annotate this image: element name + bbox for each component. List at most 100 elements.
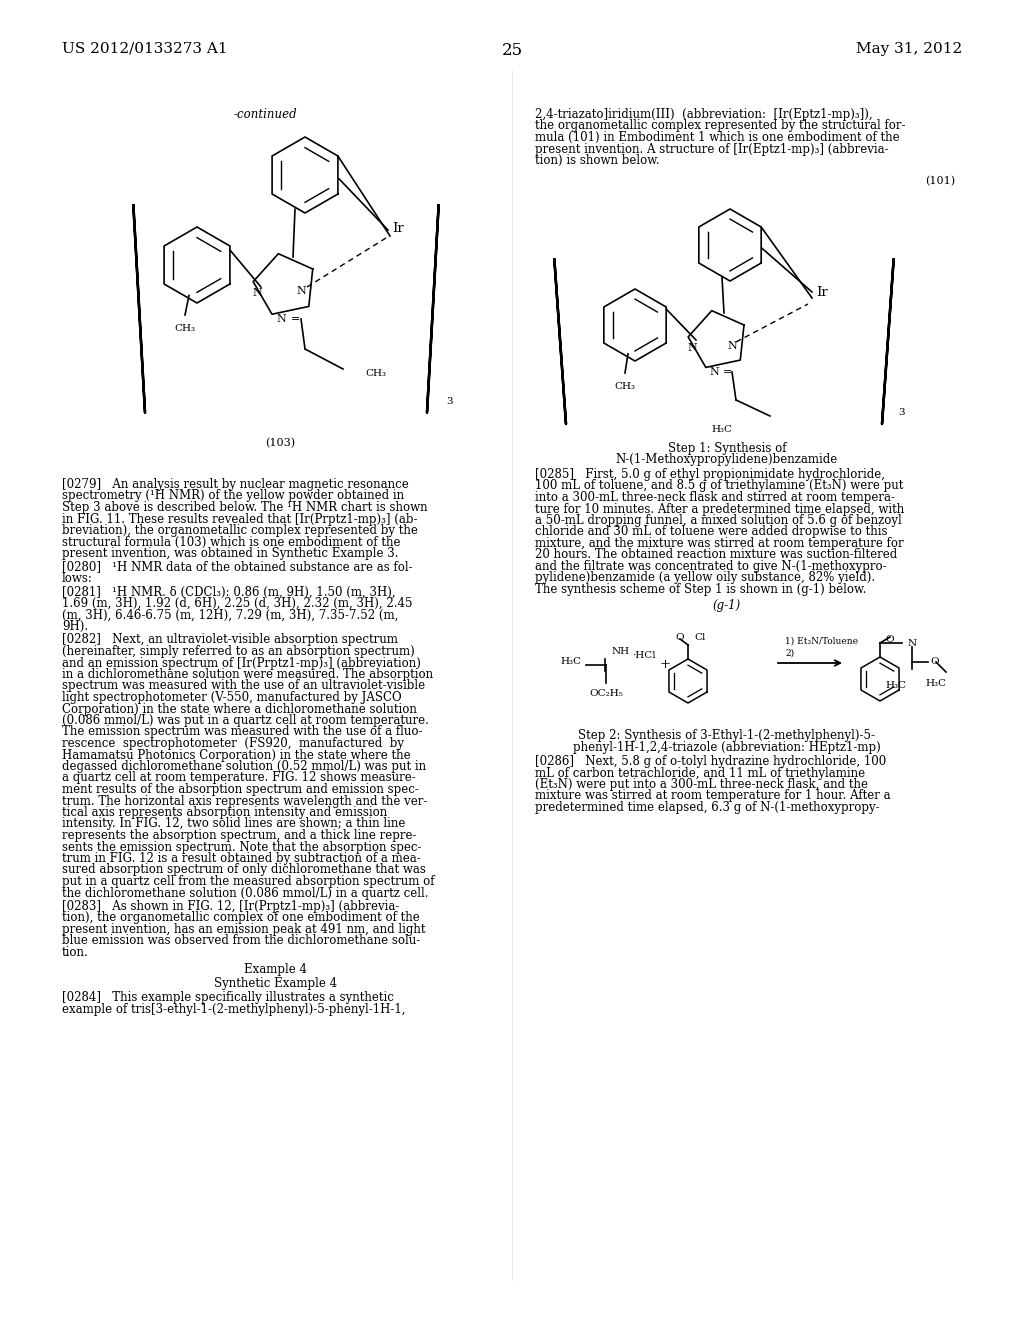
Text: in a dichloromethane solution were measured. The absorption: in a dichloromethane solution were measu… [62,668,433,681]
Text: a quartz cell at room temperature. FIG. 12 shows measure-: a quartz cell at room temperature. FIG. … [62,771,416,784]
Text: [0280]   ¹H NMR data of the obtained substance are as fol-: [0280] ¹H NMR data of the obtained subst… [62,561,413,573]
Text: US 2012/0133273 A1: US 2012/0133273 A1 [62,42,227,55]
Text: Corporation) in the state where a dichloromethane solution: Corporation) in the state where a dichlo… [62,702,417,715]
Text: 9H).: 9H). [62,620,88,634]
Text: in FIG. 11. These results revealed that [Ir(Prptz1-mp)₃] (ab-: in FIG. 11. These results revealed that … [62,512,418,525]
Text: 20 hours. The obtained reaction mixture was suction-filtered: 20 hours. The obtained reaction mixture … [535,549,897,561]
Text: NH: NH [612,647,630,656]
Text: represents the absorption spectrum, and a thick line repre-: represents the absorption spectrum, and … [62,829,417,842]
Text: present invention, has an emission peak at 491 nm, and light: present invention, has an emission peak … [62,923,426,936]
Text: O: O [930,657,939,667]
Text: phenyl-1H-1,2,4-triazole (abbreviation: HEptz1-mp): phenyl-1H-1,2,4-triazole (abbreviation: … [573,741,881,754]
Text: CH₃: CH₃ [614,381,636,391]
Text: -continued: -continued [233,108,297,121]
Text: CH₃: CH₃ [174,323,196,333]
Text: 1.69 (m, 3H), 1.92 (d, 6H), 2.25 (d, 3H), 2.32 (m, 3H), 2.45: 1.69 (m, 3H), 1.92 (d, 6H), 2.25 (d, 3H)… [62,597,413,610]
Text: and the filtrate was concentrated to give N-(1-methoxypro-: and the filtrate was concentrated to giv… [535,560,887,573]
Text: mL of carbon tetrachloride, and 11 mL of triethylamine: mL of carbon tetrachloride, and 11 mL of… [535,767,865,780]
Text: N: N [727,341,737,351]
Text: example of tris[3-ethyl-1-(2-methylphenyl)-5-phenyl-1H-1,: example of tris[3-ethyl-1-(2-methylpheny… [62,1003,406,1016]
Text: the organometallic complex represented by the structural for-: the organometallic complex represented b… [535,120,905,132]
Text: The synthesis scheme of Step 1 is shown in (g-1) below.: The synthesis scheme of Step 1 is shown … [535,583,866,597]
Text: [0281]   ¹H NMR. δ (CDCl₃): 0.86 (m, 9H), 1.50 (m, 3H),: [0281] ¹H NMR. δ (CDCl₃): 0.86 (m, 9H), … [62,586,395,598]
Text: chloride and 30 mL of toluene were added dropwise to this: chloride and 30 mL of toluene were added… [535,525,888,539]
Text: O: O [886,635,894,644]
Text: the dichloromethane solution (0.086 mmol/L) in a quartz cell.: the dichloromethane solution (0.086 mmol… [62,887,428,899]
Text: H₃C: H₃C [885,681,906,690]
Text: blue emission was observed from the dichloromethane solu-: blue emission was observed from the dich… [62,935,420,948]
Text: into a 300-mL three-neck flask and stirred at room tempera-: into a 300-mL three-neck flask and stirr… [535,491,895,504]
Text: (0.086 mmol/L) was put in a quartz cell at room temperature.: (0.086 mmol/L) was put in a quartz cell … [62,714,429,727]
Text: and an emission spectrum of [Ir(Prptz1-mp)₃] (abbreviation): and an emission spectrum of [Ir(Prptz1-m… [62,656,421,669]
Text: ture for 10 minutes. After a predetermined time elapsed, with: ture for 10 minutes. After a predetermin… [535,503,904,516]
Text: [0283]   As shown in FIG. 12, [Ir(Prptz1-mp)₃] (abbrevia-: [0283] As shown in FIG. 12, [Ir(Prptz1-m… [62,900,399,913]
Text: a 50-mL dropping funnel, a mixed solution of 5.6 g of benzoyl: a 50-mL dropping funnel, a mixed solutio… [535,513,902,527]
Text: 1) Et₃N/Toluene: 1) Et₃N/Toluene [785,638,858,645]
Text: Hamamatsu Photonics Corporation) in the state where the: Hamamatsu Photonics Corporation) in the … [62,748,411,762]
Text: structural formula (103) which is one embodiment of the: structural formula (103) which is one em… [62,536,400,549]
Text: breviation), the organometallic complex represented by the: breviation), the organometallic complex … [62,524,418,537]
Text: intensity. In FIG. 12, two solid lines are shown; a thin line: intensity. In FIG. 12, two solid lines a… [62,817,406,830]
Text: (hereinafter, simply referred to as an absorption spectrum): (hereinafter, simply referred to as an a… [62,645,415,657]
Text: +: + [659,659,671,672]
Text: predetermined time elapsed, 6.3 g of N-(1-methoxypropy-: predetermined time elapsed, 6.3 g of N-(… [535,801,880,814]
Text: O: O [676,632,684,642]
Text: 25: 25 [502,42,522,59]
Text: 3: 3 [446,397,453,407]
Text: [0282]   Next, an ultraviolet-visible absorption spectrum: [0282] Next, an ultraviolet-visible abso… [62,634,398,647]
Text: H₃C: H₃C [711,425,732,434]
Text: Step 2: Synthesis of 3-Ethyl-1-(2-methylphenyl)-5-: Step 2: Synthesis of 3-Ethyl-1-(2-methyl… [579,729,876,742]
Text: N: N [687,343,697,352]
Text: 2,4-triazato]iridium(III)  (abbreviation:  [Ir(Eptz1-mp)₃]),: 2,4-triazato]iridium(III) (abbreviation:… [535,108,872,121]
Text: tion), the organometallic complex of one embodiment of the: tion), the organometallic complex of one… [62,912,420,924]
Text: degassed dichloromethane solution (0.52 mmol/L) was put in: degassed dichloromethane solution (0.52 … [62,760,426,774]
Text: The emission spectrum was measured with the use of a fluo-: The emission spectrum was measured with … [62,726,423,738]
Text: (101): (101) [925,176,955,186]
Text: N: N [710,367,719,378]
Text: OC₂H₅: OC₂H₅ [589,689,623,698]
Text: [0284]   This example specifically illustrates a synthetic: [0284] This example specifically illustr… [62,991,394,1005]
Text: Step 1: Synthesis of: Step 1: Synthesis of [668,442,786,455]
Text: Cl: Cl [694,632,706,642]
Text: N: N [252,288,262,298]
Text: tion) is shown below.: tion) is shown below. [535,154,659,168]
Text: N-(1-Methoxypropylidene)benzamide: N-(1-Methoxypropylidene)benzamide [615,454,838,466]
Text: sents the emission spectrum. Note that the absorption spec-: sents the emission spectrum. Note that t… [62,841,422,854]
Text: trum in FIG. 12 is a result obtained by subtraction of a mea-: trum in FIG. 12 is a result obtained by … [62,851,421,865]
Text: mixture, and the mixture was stirred at room temperature for: mixture, and the mixture was stirred at … [535,537,903,550]
Text: CH₃: CH₃ [365,370,386,379]
Text: (m, 3H), 6.46-6.75 (m, 12H), 7.29 (m, 3H), 7.35-7.52 (m,: (m, 3H), 6.46-6.75 (m, 12H), 7.29 (m, 3H… [62,609,398,622]
Text: [0279]   An analysis result by nuclear magnetic resonance: [0279] An analysis result by nuclear mag… [62,478,409,491]
Text: trum. The horizontal axis represents wavelength and the ver-: trum. The horizontal axis represents wav… [62,795,427,808]
Text: mula (101) in Embodiment 1 which is one embodiment of the: mula (101) in Embodiment 1 which is one … [535,131,900,144]
Text: N: N [908,639,918,648]
Text: (g-1): (g-1) [713,598,741,611]
Text: present invention. A structure of [Ir(Eptz1-mp)₃] (abbrevia-: present invention. A structure of [Ir(Ep… [535,143,889,156]
Text: H₃C: H₃C [926,678,946,688]
Text: 100 mL of toluene, and 8.5 g of triethylamine (Et₃N) were put: 100 mL of toluene, and 8.5 g of triethyl… [535,479,903,492]
Text: N: N [276,314,286,323]
Text: May 31, 2012: May 31, 2012 [856,42,962,55]
Text: lows:: lows: [62,572,93,585]
Text: 3: 3 [898,408,904,417]
Text: Step 3 above is described below. The ¹H NMR chart is shown: Step 3 above is described below. The ¹H … [62,502,428,513]
Text: tion.: tion. [62,946,89,960]
Text: mixture was stirred at room temperature for 1 hour. After a: mixture was stirred at room temperature … [535,789,891,803]
Text: rescence  spectrophotometer  (FS920,  manufactured  by: rescence spectrophotometer (FS920, manuf… [62,737,404,750]
Text: ·HCl: ·HCl [632,651,655,660]
Text: H₃C: H₃C [560,656,581,665]
Text: put in a quartz cell from the measured absorption spectrum of: put in a quartz cell from the measured a… [62,875,434,888]
Text: pylidene)benzamide (a yellow oily substance, 82% yield).: pylidene)benzamide (a yellow oily substa… [535,572,876,585]
Text: sured absorption spectrum of only dichloromethane that was: sured absorption spectrum of only dichlo… [62,863,426,876]
Text: Synthetic Example 4: Synthetic Example 4 [214,977,338,990]
Text: ment results of the absorption spectrum and emission spec-: ment results of the absorption spectrum … [62,783,419,796]
Text: spectrum was measured with the use of an ultraviolet-visible: spectrum was measured with the use of an… [62,680,425,693]
Text: =: = [723,367,733,378]
Text: (103): (103) [265,438,295,449]
Text: [0285]   First, 5.0 g of ethyl propionimidate hydrochloride,: [0285] First, 5.0 g of ethyl propionimid… [535,469,885,480]
Text: 2): 2) [785,649,795,657]
Text: tical axis represents absorption intensity and emission: tical axis represents absorption intensi… [62,807,387,818]
Text: N: N [296,286,306,296]
Text: light spectrophotometer (V-550, manufactured by JASCO: light spectrophotometer (V-550, manufact… [62,690,401,704]
Text: present invention, was obtained in Synthetic Example 3.: present invention, was obtained in Synth… [62,546,398,560]
